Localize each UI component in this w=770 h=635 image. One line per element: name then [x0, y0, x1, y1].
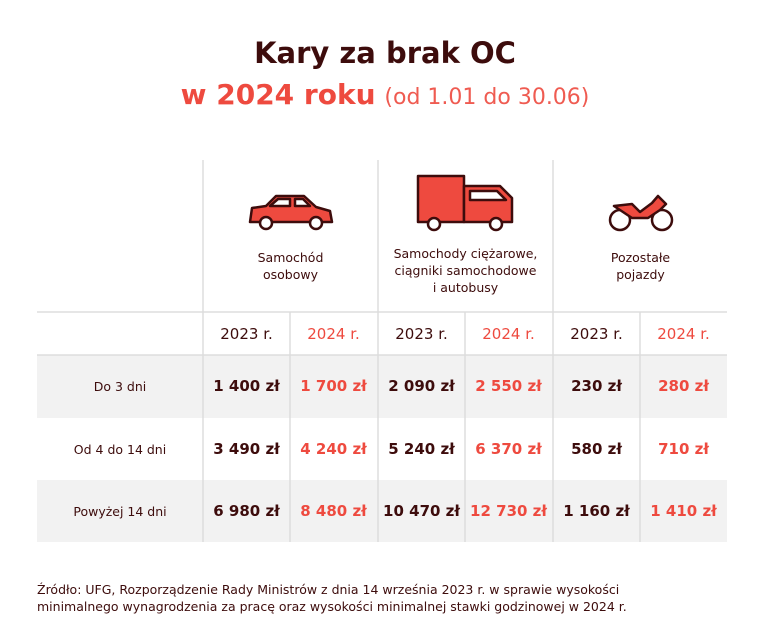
year-header: 2024 r.: [307, 325, 360, 343]
group-label: Samochody ciężarowe,: [393, 246, 538, 261]
cell-value: 10 470 zł: [383, 502, 460, 520]
cell-value: 3 490 zł: [213, 440, 280, 458]
car-icon: [248, 194, 334, 231]
cell-value: 12 730 zł: [470, 502, 547, 520]
cell-value: 580 zł: [571, 440, 622, 458]
source-note: Źródło: UFG, Rozporządzenie Rady Ministr…: [37, 582, 620, 597]
subtitle: w 2024 roku: [180, 78, 376, 111]
group-label: Samochód: [257, 250, 324, 265]
group-label: i autobusy: [432, 280, 499, 295]
cell-value: 2 090 zł: [388, 377, 455, 395]
cell-value: 1 410 zł: [650, 502, 717, 520]
row-label: Od 4 do 14 dni: [73, 442, 167, 457]
row-label: Do 3 dni: [93, 379, 147, 394]
group-label: pojazdy: [616, 267, 665, 282]
cell-value: 1 400 zł: [213, 377, 280, 395]
group-label: Pozostałe: [610, 250, 671, 265]
year-header: 2023 r.: [395, 325, 448, 343]
cell-value: 8 480 zł: [300, 502, 367, 520]
cell-value: 6 980 zł: [213, 502, 280, 520]
cell-value: 280 zł: [658, 377, 709, 395]
cell-value: 6 370 zł: [475, 440, 542, 458]
source-note: minimalnego wynagrodzenia za pracę oraz …: [37, 599, 627, 614]
year-header: 2023 r.: [570, 325, 623, 343]
grid: [37, 160, 727, 542]
cell-value: 4 240 zł: [300, 440, 367, 458]
cell-value: 230 zł: [571, 377, 622, 395]
cell-value: 1 700 zł: [300, 377, 367, 395]
period: (od 1.01 do 30.06): [384, 85, 590, 110]
year-header: 2024 r.: [482, 325, 535, 343]
truck-icon: [416, 174, 514, 232]
cell-value: 5 240 zł: [388, 440, 455, 458]
row-bg: [37, 355, 727, 418]
subtitle-line: w 2024 roku (od 1.01 do 30.06): [0, 78, 770, 111]
group-label: osobowy: [262, 267, 318, 282]
year-header: 2024 r.: [657, 325, 710, 343]
motorcycle-icon: [608, 194, 674, 232]
cell-value: 2 550 zł: [475, 377, 542, 395]
row-label: Powyżej 14 dni: [73, 504, 167, 519]
group-label: ciągniki samochodowe: [394, 263, 537, 278]
cell-value: 710 zł: [658, 440, 709, 458]
year-header: 2023 r.: [220, 325, 273, 343]
row-bg: [37, 480, 727, 542]
title: Kary za brak OC: [254, 36, 516, 70]
cell-value: 1 160 zł: [563, 502, 630, 520]
